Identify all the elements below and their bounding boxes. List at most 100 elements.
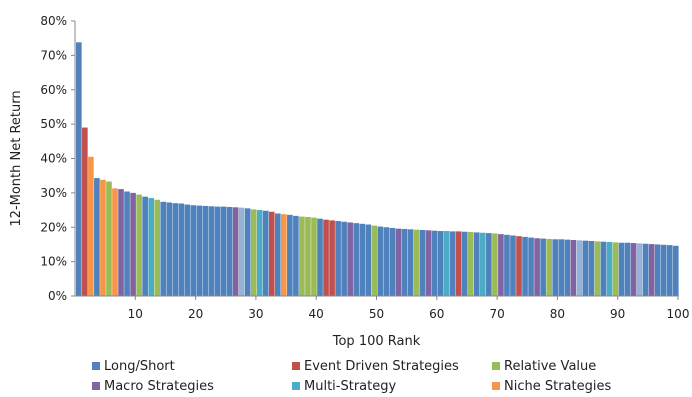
bar-rank-24	[214, 206, 221, 297]
legend-item-multi-strategy: Multi-Strategy	[292, 376, 396, 396]
legend-label: Long/Short	[104, 358, 175, 374]
legend: Long/Short Event Driven Strategies Relat…	[92, 356, 692, 397]
bar-rank-1	[76, 42, 82, 297]
x-tick-label: 30	[248, 307, 263, 321]
bar-rank-18	[178, 203, 185, 296]
bar-rank-69	[486, 233, 492, 296]
bar-rank-75	[522, 236, 528, 297]
legend-item-relative-value: Relative Value	[492, 356, 596, 376]
bar-rank-17	[172, 203, 179, 296]
x-tick-labels: 10 20 30 40 50 60 70 80 90 100	[128, 296, 689, 321]
bar-rank-44	[335, 221, 341, 296]
bar-rank-81	[558, 239, 565, 296]
bar-rank-30	[250, 209, 257, 297]
y-tick-label: 50%	[40, 117, 67, 131]
bar-rank-41	[317, 218, 323, 296]
bar-rank-9	[124, 191, 130, 296]
bar-rank-48	[359, 223, 366, 296]
bar-rank-86	[588, 241, 595, 296]
y-tick-label: 40%	[40, 152, 67, 166]
bar-rank-74	[516, 236, 522, 296]
legend-item-long-short: Long/Short	[92, 356, 175, 376]
bar-rank-21	[196, 205, 203, 296]
bar-rank-40	[311, 217, 317, 297]
bar-rank-20	[190, 205, 197, 296]
bar-rank-8	[118, 189, 124, 296]
y-tick-label: 70%	[40, 48, 67, 62]
bar-rank-57	[413, 229, 420, 296]
x-tick-label: 90	[610, 307, 625, 321]
bar-rank-56	[407, 229, 414, 296]
bar-rank-62	[443, 231, 450, 296]
bar-rank-58	[419, 230, 426, 296]
bar-rank-94	[636, 243, 643, 296]
bar-rank-51	[377, 226, 384, 296]
bar-rank-46	[347, 222, 353, 296]
bar-rank-7	[112, 188, 118, 296]
bar-rank-83	[570, 239, 577, 296]
bar-rank-61	[437, 231, 444, 296]
bar-rank-78	[540, 238, 546, 296]
x-tick-label: 50	[369, 307, 384, 321]
y-tick-label: 10%	[40, 255, 67, 269]
y-tick-labels: 0% 10% 20% 30% 40% 50% 60% 70% 80%	[40, 14, 75, 303]
bar-rank-50	[371, 225, 378, 296]
bar-rank-91	[618, 242, 625, 296]
bar-rank-76	[528, 237, 534, 296]
bar-rank-96	[648, 244, 655, 296]
bar-rank-33	[268, 211, 275, 296]
x-tick-label: 10	[128, 307, 143, 321]
x-tick-label: 20	[188, 307, 203, 321]
x-tick-label: 40	[309, 307, 324, 321]
bar-rank-37	[293, 215, 299, 296]
bar-rank-77	[534, 238, 540, 296]
legend-swatch-event-driven	[292, 362, 300, 370]
bar-rank-32	[262, 210, 269, 296]
bar-rank-5	[100, 179, 106, 296]
bar-rank-73	[510, 235, 516, 296]
bar-rank-36	[287, 214, 293, 297]
bar-rank-39	[305, 216, 311, 296]
bar-rank-38	[299, 216, 305, 296]
bar-rank-70	[492, 233, 498, 296]
y-tick-label: 60%	[40, 83, 67, 97]
bar-rank-27	[232, 207, 239, 296]
bar-rank-13	[148, 198, 154, 296]
bar-rank-64	[455, 231, 462, 297]
bar-rank-6	[106, 181, 112, 296]
x-tick-label: 70	[489, 307, 504, 321]
bar-rank-66	[467, 232, 474, 296]
bar-rank-45	[341, 221, 347, 296]
y-tick-label: 80%	[40, 14, 67, 28]
bar-rank-100	[672, 245, 679, 296]
bar-rank-42	[323, 219, 329, 296]
legend-swatch-long-short	[92, 362, 100, 370]
legend-label: Relative Value	[504, 358, 597, 374]
bar-rank-29	[244, 208, 251, 296]
bar-rank-59	[425, 230, 432, 296]
bar-rank-16	[166, 202, 173, 296]
y-axis-title: 12-Month Net Return	[9, 90, 24, 226]
bar-rank-43	[329, 220, 335, 297]
bars-group	[76, 42, 679, 297]
bar-rank-54	[395, 228, 402, 297]
legend-swatch-niche	[492, 382, 500, 390]
bar-rank-11	[136, 194, 142, 296]
bar-rank-88	[600, 241, 607, 296]
bar-rank-49	[365, 224, 372, 296]
bar-rank-93	[630, 243, 637, 296]
bar-rank-68	[480, 232, 486, 296]
bar-rank-35	[281, 214, 287, 296]
y-tick-label: 30%	[40, 186, 67, 200]
bar-rank-34	[274, 213, 281, 296]
bar-rank-60	[431, 230, 438, 296]
bar-rank-22	[202, 205, 209, 296]
bar-rank-92	[624, 242, 631, 296]
bar-rank-79	[546, 238, 552, 296]
bar-rank-53	[389, 227, 396, 296]
bar-rank-12	[142, 196, 148, 296]
bar-rank-55	[401, 228, 408, 296]
legend-item-niche: Niche Strategies	[492, 376, 611, 396]
legend-swatch-multi-strategy	[292, 382, 300, 390]
